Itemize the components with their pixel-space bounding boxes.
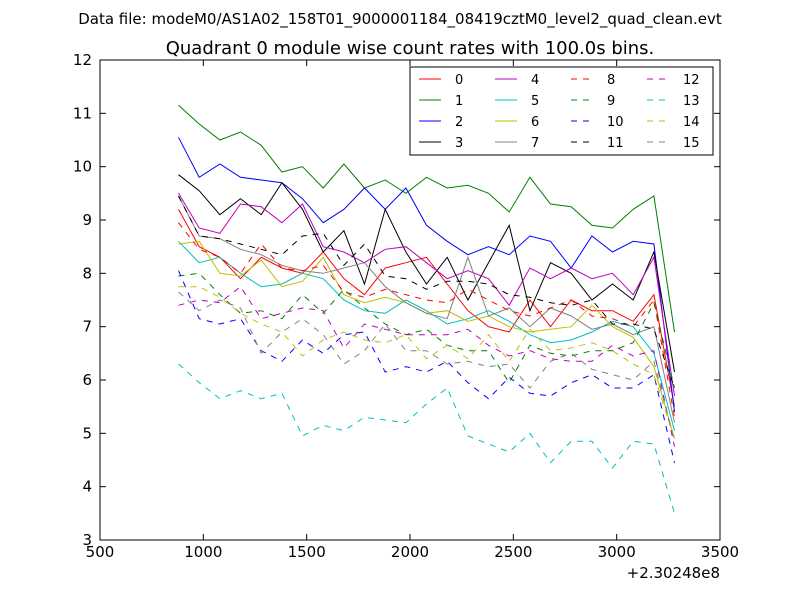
y-tick-label: 9 [82, 211, 92, 229]
chart-title: Quadrant 0 module wise count rates with … [166, 38, 655, 59]
legend-box [409, 66, 714, 156]
series-line-8 [178, 222, 675, 418]
y-tick-label: 5 [82, 424, 92, 442]
series-layer [178, 104, 675, 514]
series-line-10 [178, 270, 675, 463]
x-axis-offset-label: +2.30248e8 [627, 564, 720, 582]
chart-suptitle: Data file: modeM0/AS1A02_158T01_90000011… [78, 10, 722, 29]
series-line-1 [178, 104, 675, 333]
series-line-5 [178, 240, 675, 431]
legend-label-1: 1 [455, 94, 463, 109]
y-tick-label: 11 [73, 104, 92, 122]
series-line-6 [178, 240, 675, 439]
x-tick-label: 2000 [391, 543, 429, 561]
y-tick-label: 3 [82, 531, 92, 549]
y-tick-label: 4 [82, 478, 92, 496]
y-tick-label: 10 [73, 158, 92, 176]
legend-label-9: 9 [607, 94, 615, 109]
series-line-11 [178, 195, 675, 389]
x-tick-label: 500 [86, 543, 115, 561]
series-line-2 [178, 137, 675, 413]
x-tick-label: 1500 [288, 543, 326, 561]
legend-label-12: 12 [683, 73, 700, 88]
legend-label-14: 14 [683, 115, 700, 130]
series-line-15 [178, 291, 675, 442]
legend-label-0: 0 [455, 73, 463, 88]
y-tick-label: 6 [82, 371, 92, 389]
legend-label-8: 8 [607, 73, 615, 88]
series-line-12 [178, 285, 675, 447]
series-line-14 [178, 286, 675, 439]
legend-label-13: 13 [683, 94, 700, 109]
y-tick-label: 7 [82, 318, 92, 336]
series-line-0 [178, 209, 675, 407]
legend-label-11: 11 [607, 136, 624, 151]
legend-label-4: 4 [531, 73, 539, 88]
legend-label-3: 3 [455, 136, 463, 151]
legend-label-10: 10 [607, 115, 624, 130]
legend-label-2: 2 [455, 115, 463, 130]
legend-label-6: 6 [531, 115, 539, 130]
x-tick-label: 2500 [494, 543, 532, 561]
series-line-13 [178, 363, 675, 514]
series-line-7 [178, 195, 675, 423]
legend-label-15: 15 [683, 136, 700, 151]
y-tick-label: 12 [73, 51, 92, 69]
x-tick-label: 3000 [598, 543, 636, 561]
x-tick-label: 1000 [184, 543, 222, 561]
series-line-9 [178, 272, 675, 389]
legend-label-7: 7 [531, 136, 539, 151]
series-line-3 [178, 174, 675, 373]
y-tick-label: 8 [82, 264, 92, 282]
x-tick-label: 3500 [701, 543, 739, 561]
legend-label-5: 5 [531, 94, 539, 109]
series-line-4 [178, 193, 675, 397]
